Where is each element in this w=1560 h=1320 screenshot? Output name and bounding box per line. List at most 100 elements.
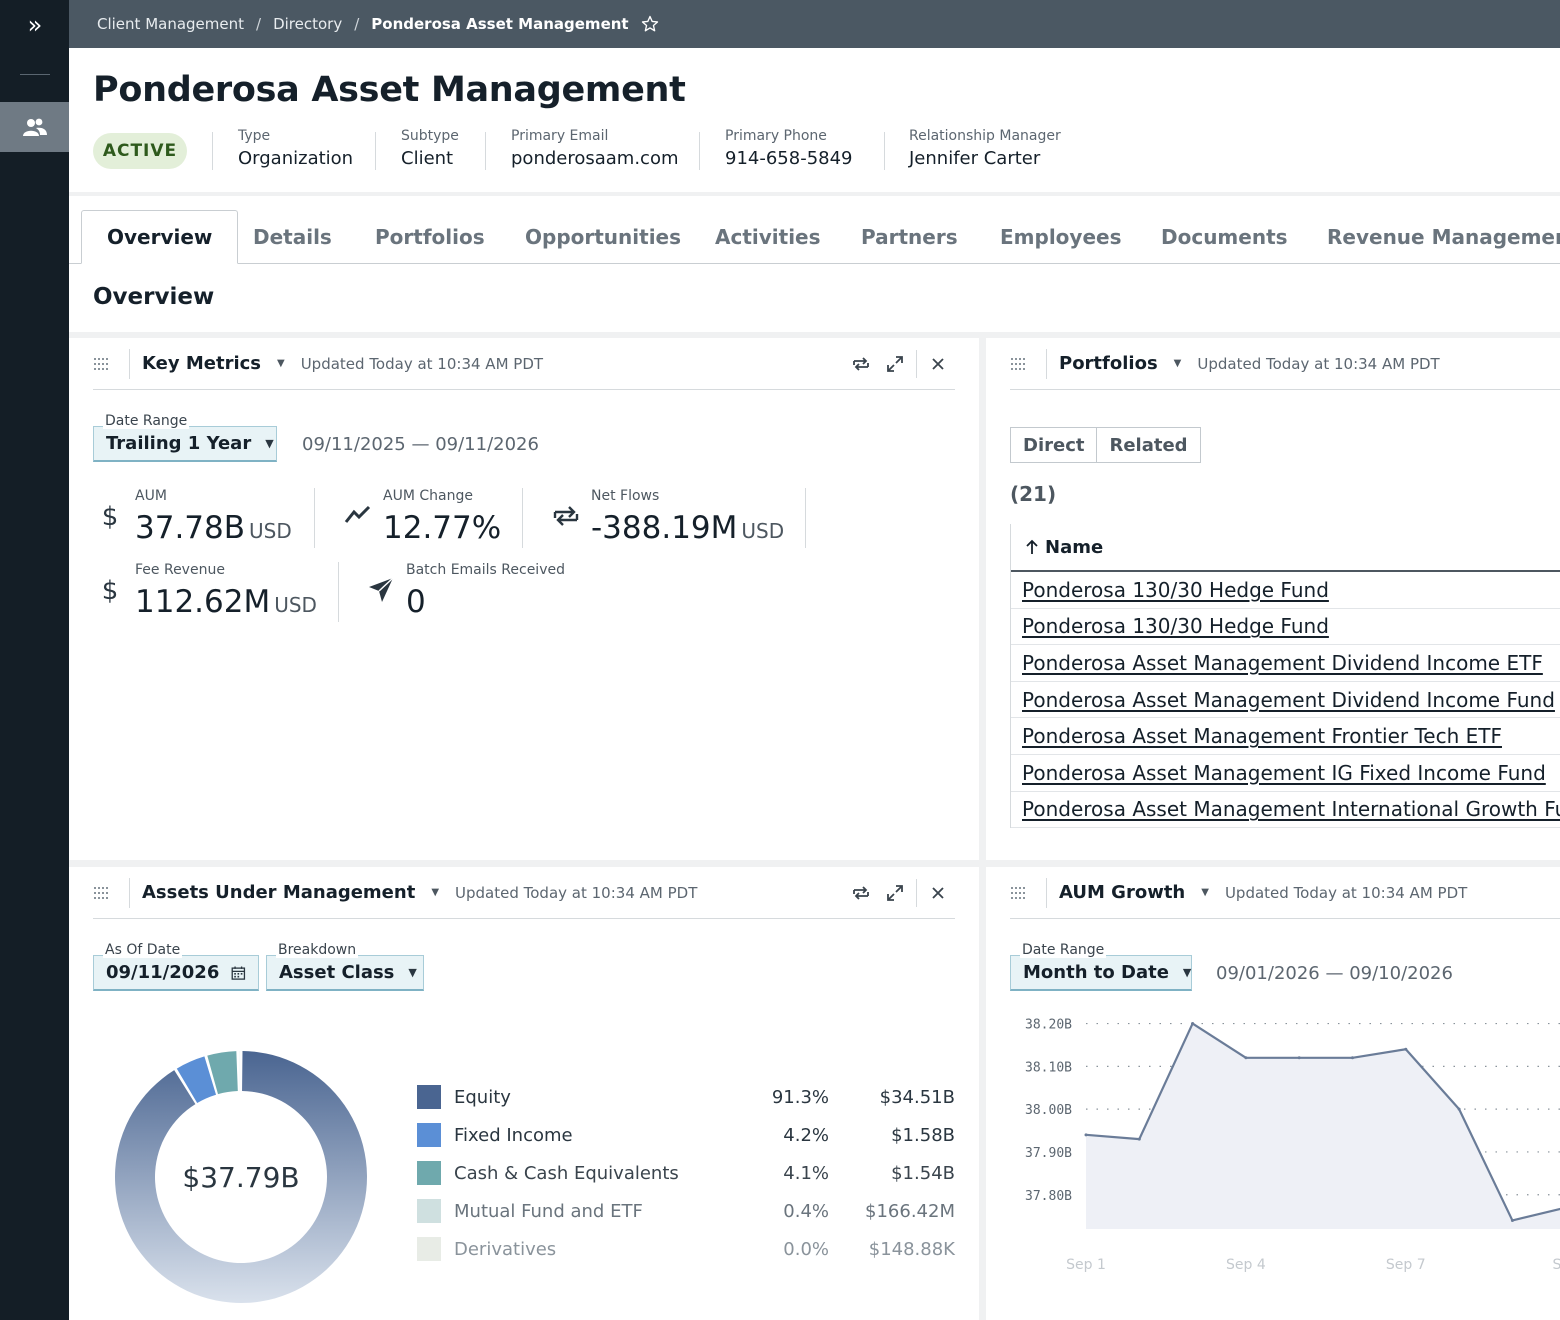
tab-opportunities[interactable]: Opportunities (525, 225, 682, 249)
aum-growth-panel: AUM Growth ▼ Updated Today at 10:34 AM P… (986, 867, 1560, 1320)
donut-slice-equity[interactable] (114, 1051, 367, 1303)
portfolio-link[interactable]: Ponderosa 130/30 Hedge Fund (1022, 577, 1329, 602)
panel-title[interactable]: Portfolios (1059, 353, 1158, 374)
attr-value[interactable]: ponderosaam.com (511, 148, 679, 169)
header-separator (129, 877, 130, 908)
attr-value[interactable]: Jennifer Carter (909, 148, 1041, 169)
legend-percent: 91.3% (771, 1086, 829, 1108)
toggle-related[interactable]: Related (1096, 428, 1200, 462)
date-range-label: Date Range (103, 413, 190, 429)
attr-value[interactable]: 914-658-5849 (725, 148, 853, 169)
breadcrumb-client-management[interactable]: Client Management (97, 15, 245, 33)
panel-header: Assets Under Management ▼ Updated Today … (93, 867, 955, 919)
panel-header: AUM Growth ▼ Updated Today at 10:34 AM P… (1010, 867, 1560, 919)
close-icon[interactable] (921, 886, 955, 900)
drag-handle-icon[interactable] (93, 885, 129, 901)
rail-divider (20, 74, 50, 75)
legend-percent: 0.4% (783, 1200, 829, 1222)
legend-row[interactable]: Derivatives 0.0% $148.88K (417, 1237, 955, 1261)
entity-header: Ponderosa Asset Management ACTIVE Type O… (69, 48, 1560, 192)
data-point[interactable] (1457, 1107, 1461, 1111)
drag-handle-icon[interactable] (93, 356, 129, 372)
portfolio-link[interactable]: Ponderosa Asset Management Dividend Inco… (1022, 650, 1543, 675)
calendar-icon[interactable] (231, 964, 246, 982)
breadcrumb-directory[interactable]: Directory (273, 15, 343, 33)
expand-icon[interactable] (878, 884, 912, 902)
tab-activities[interactable]: Activities (715, 225, 821, 249)
attr-label: Relationship Manager (909, 128, 1061, 144)
status-badge: ACTIVE (93, 133, 187, 169)
legend-label: Cash & Cash Equivalents (454, 1162, 679, 1184)
caret-down-icon[interactable]: ▼ (277, 358, 285, 369)
data-point[interactable] (1137, 1137, 1141, 1141)
x-tick-label: Sep 1 (1066, 1257, 1106, 1273)
panel-title[interactable]: Key Metrics (142, 353, 261, 374)
legend-amount: $148.88K (868, 1238, 955, 1260)
portfolio-link[interactable]: Ponderosa 130/30 Hedge Fund (1022, 614, 1329, 639)
breakdown-select[interactable]: Asset Class ▼ (266, 955, 424, 991)
metric-value: 37.78B USD (135, 510, 292, 546)
caret-down-icon[interactable]: ▼ (1201, 887, 1209, 898)
metric-label: AUM Change (383, 488, 473, 504)
legend-row[interactable]: Equity 91.3% $34.51B (417, 1085, 955, 1109)
donut-slice-cash-cash-equivalents[interactable] (207, 1051, 238, 1095)
header-separator (1046, 348, 1047, 379)
tab-portfolios[interactable]: Portfolios (375, 225, 485, 249)
drag-handle-icon[interactable] (1010, 356, 1046, 372)
expand-icon[interactable]: » (27, 11, 43, 39)
legend-row[interactable]: Cash & Cash Equivalents 4.1% $1.54B (417, 1161, 955, 1185)
table-row: Ponderosa Asset Management IG Fixed Inco… (1011, 755, 1560, 792)
portfolio-link[interactable]: Ponderosa Asset Management Dividend Inco… (1022, 687, 1555, 712)
data-point[interactable] (1510, 1218, 1514, 1222)
metric-label: Net Flows (591, 488, 660, 504)
tab-documents[interactable]: Documents (1161, 225, 1288, 249)
updated-text: Updated Today at 10:34 AM PDT (1197, 354, 1440, 373)
date-range-select[interactable]: Month to Date ▼ (1010, 955, 1192, 991)
as-of-date-input[interactable]: 09/11/2026 (93, 955, 259, 991)
nav-users-button[interactable] (0, 102, 69, 152)
tab-employees[interactable]: Employees (1000, 225, 1122, 249)
data-point[interactable] (1404, 1047, 1408, 1051)
x-tick-label: Sep (1553, 1257, 1560, 1273)
donut-slice-fixed-income[interactable] (176, 1056, 217, 1104)
side-rail: » (0, 0, 69, 1320)
portfolio-link[interactable]: Ponderosa Asset Management International… (1022, 797, 1560, 822)
table-row: Ponderosa Asset Management Dividend Inco… (1011, 682, 1560, 719)
metric-value: 112.62M USD (135, 584, 317, 620)
donut-slice-mutual-fund-and-etf[interactable] (239, 1051, 240, 1092)
data-point[interactable] (1297, 1056, 1301, 1060)
favorite-star-icon[interactable] (641, 15, 659, 33)
drag-handle-icon[interactable] (1010, 885, 1046, 901)
portfolio-link[interactable]: Ponderosa Asset Management Frontier Tech… (1022, 724, 1502, 749)
attr-label: Subtype (401, 128, 459, 144)
breakdown-label: Breakdown (276, 942, 359, 958)
tab-partners[interactable]: Partners (861, 225, 958, 249)
panel-title[interactable]: AUM Growth (1059, 882, 1186, 903)
metric-divider (314, 488, 315, 548)
panel-title[interactable]: Assets Under Management (142, 882, 416, 903)
data-point[interactable] (1351, 1056, 1354, 1060)
table-row: Ponderosa Asset Management Frontier Tech… (1011, 718, 1560, 755)
column-header-name[interactable]: Name (1011, 524, 1560, 572)
caret-down-icon[interactable]: ▼ (1173, 358, 1182, 369)
tab-revenue-management[interactable]: Revenue Management (1327, 225, 1560, 249)
portfolio-link[interactable]: Ponderosa Asset Management IG Fixed Inco… (1022, 760, 1546, 785)
tab-overview[interactable]: Overview (81, 210, 239, 264)
tab-details[interactable]: Details (253, 225, 332, 249)
legend-row[interactable]: Mutual Fund and ETF 0.4% $166.42M (417, 1199, 955, 1223)
table-row: Ponderosa 130/30 Hedge Fund (1011, 609, 1560, 646)
data-point[interactable] (1244, 1056, 1248, 1060)
y-tick-label: 37.80B (1025, 1189, 1072, 1204)
refresh-icon[interactable] (844, 354, 878, 374)
data-point[interactable] (1191, 1022, 1195, 1026)
toggle-direct[interactable]: Direct (1011, 428, 1097, 462)
attr-label: Type (238, 128, 271, 144)
refresh-icon[interactable] (844, 883, 878, 903)
data-point[interactable] (1084, 1133, 1088, 1137)
legend-row[interactable]: Fixed Income 4.2% $1.58B (417, 1123, 955, 1147)
caret-down-icon[interactable]: ▼ (431, 887, 440, 898)
close-icon[interactable] (921, 357, 955, 371)
expand-icon[interactable] (878, 355, 912, 373)
transfer-icon (551, 502, 581, 537)
date-range-select[interactable]: Trailing 1 Year ▼ (93, 426, 277, 462)
